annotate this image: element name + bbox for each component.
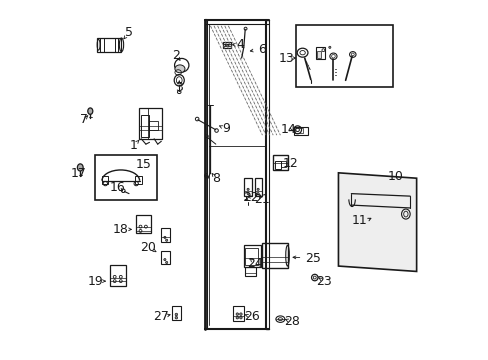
Text: 5: 5: [125, 27, 133, 40]
Text: 10: 10: [386, 170, 402, 183]
Text: 24: 24: [246, 257, 262, 270]
Ellipse shape: [236, 316, 238, 319]
Bar: [110, 265, 126, 286]
Text: 11: 11: [351, 214, 366, 227]
Ellipse shape: [165, 261, 167, 264]
Bar: [233, 306, 244, 320]
Text: 26: 26: [244, 310, 259, 324]
Text: 23: 23: [316, 275, 331, 288]
Text: 1: 1: [130, 139, 138, 152]
Text: 7: 7: [80, 113, 88, 126]
Text: 9: 9: [222, 122, 229, 135]
Text: 25: 25: [305, 252, 321, 265]
Bar: [262, 243, 287, 268]
Text: 2: 2: [171, 49, 179, 62]
Text: 12: 12: [282, 157, 298, 170]
Text: 19: 19: [88, 275, 103, 288]
Bar: [293, 127, 307, 135]
Bar: [115, 38, 118, 51]
Text: 28: 28: [284, 315, 299, 328]
Bar: [274, 161, 281, 168]
Bar: [140, 116, 149, 137]
Text: 8: 8: [212, 172, 220, 185]
Ellipse shape: [246, 188, 249, 190]
Ellipse shape: [175, 316, 177, 319]
Bar: [316, 47, 325, 59]
Bar: [161, 251, 170, 264]
Text: 3: 3: [175, 81, 183, 94]
Bar: [281, 161, 285, 167]
Ellipse shape: [163, 258, 165, 261]
Bar: [223, 41, 230, 48]
Text: 13: 13: [278, 51, 294, 64]
Bar: [94, 155, 157, 200]
Text: 20: 20: [140, 241, 156, 254]
Ellipse shape: [165, 239, 167, 241]
Bar: [136, 215, 150, 233]
Text: 21: 21: [253, 193, 269, 206]
Text: 18: 18: [113, 222, 128, 236]
Polygon shape: [338, 173, 416, 271]
Bar: [273, 155, 287, 170]
Ellipse shape: [224, 44, 226, 45]
Bar: [100, 38, 104, 51]
Ellipse shape: [88, 108, 93, 114]
Text: 14: 14: [280, 122, 296, 136]
Ellipse shape: [175, 65, 184, 73]
Bar: [316, 51, 320, 58]
Text: 15: 15: [135, 158, 151, 171]
Bar: [223, 44, 230, 46]
Bar: [161, 228, 170, 242]
Ellipse shape: [227, 44, 229, 45]
Bar: [296, 25, 392, 87]
Text: 22: 22: [243, 191, 258, 204]
Ellipse shape: [257, 193, 259, 195]
Ellipse shape: [77, 164, 83, 171]
Ellipse shape: [163, 236, 165, 238]
Ellipse shape: [239, 316, 242, 319]
Ellipse shape: [236, 313, 238, 315]
Text: 17: 17: [71, 167, 86, 180]
Bar: [254, 178, 262, 196]
Bar: [97, 38, 121, 51]
Bar: [244, 244, 261, 267]
Bar: [244, 248, 258, 265]
Ellipse shape: [239, 313, 242, 315]
Bar: [244, 267, 255, 276]
Ellipse shape: [328, 46, 330, 48]
Ellipse shape: [246, 193, 249, 195]
Bar: [244, 178, 251, 196]
Bar: [295, 129, 303, 134]
Text: 27: 27: [153, 310, 169, 324]
Bar: [149, 121, 158, 130]
Text: 6: 6: [257, 42, 265, 55]
Text: 16: 16: [109, 181, 125, 194]
Ellipse shape: [175, 313, 177, 316]
Bar: [135, 176, 142, 184]
Bar: [172, 306, 181, 320]
Bar: [139, 108, 162, 139]
Ellipse shape: [257, 188, 259, 190]
Text: 4: 4: [236, 38, 244, 51]
Bar: [102, 176, 108, 184]
